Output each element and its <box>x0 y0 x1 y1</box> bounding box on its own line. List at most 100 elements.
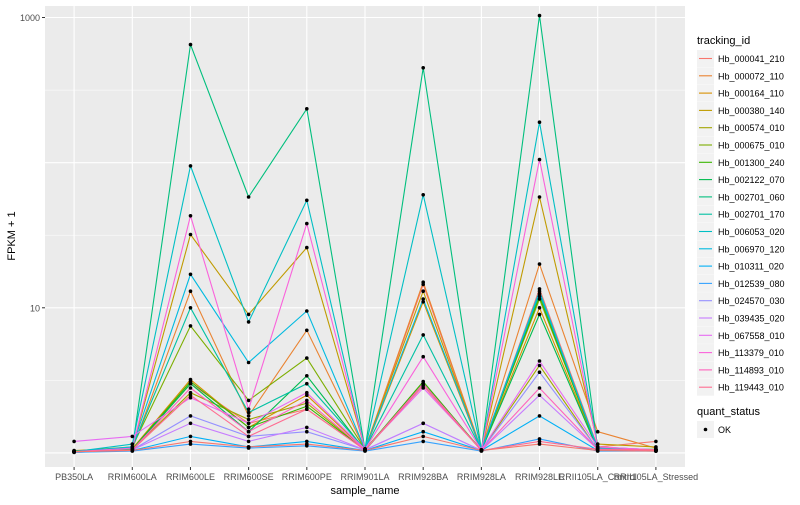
x-tick-label: RRIM600LE <box>166 472 215 482</box>
data-point <box>537 442 542 446</box>
data-point <box>305 245 309 250</box>
quant-legend-label: OK <box>718 425 731 435</box>
legend-label: Hb_119443_010 <box>718 383 784 393</box>
data-point <box>305 425 309 430</box>
y-tick-label: 10 <box>30 303 40 313</box>
legend-item: Hb_024570_030 <box>697 292 785 310</box>
quant-legend-item: OK <box>697 421 731 438</box>
legend-label: Hb_000380_140 <box>718 106 785 116</box>
legend-item: Hb_002701_060 <box>697 188 785 206</box>
quant-legend-title: quant_status <box>697 406 760 418</box>
legend-label: Hb_024570_030 <box>718 296 785 306</box>
data-point <box>246 439 251 444</box>
data-point <box>188 306 193 310</box>
data-point <box>188 214 193 218</box>
legend-item: Hb_006053_020 <box>697 223 785 240</box>
data-point <box>537 437 542 441</box>
data-point <box>537 370 542 375</box>
data-point <box>305 407 309 412</box>
data-point <box>188 442 193 446</box>
x-tick-label: RRII105LA_Stressed <box>614 472 699 482</box>
data-point <box>479 448 484 453</box>
data-point <box>421 429 426 434</box>
data-point <box>305 390 309 395</box>
x-tick-label: RRIM600PE <box>282 472 332 482</box>
data-point <box>537 262 542 266</box>
data-point <box>421 289 426 294</box>
legend-item: Hb_000574_010 <box>697 119 785 137</box>
data-point <box>246 320 251 324</box>
data-point <box>537 359 542 363</box>
legend-label: Hb_006970_120 <box>718 244 785 254</box>
legend-label: Hb_012539_080 <box>718 279 785 289</box>
data-point <box>305 328 309 333</box>
data-point <box>188 393 193 398</box>
data-point <box>246 312 251 317</box>
data-point <box>246 445 251 449</box>
data-point <box>130 448 135 453</box>
data-point <box>537 393 542 398</box>
data-point <box>188 421 193 426</box>
data-point <box>246 398 251 403</box>
legend-item: Hb_113379_010 <box>697 344 784 362</box>
data-point <box>188 390 193 395</box>
data-point <box>246 407 251 412</box>
legend-item: Hb_002701_170 <box>697 205 785 223</box>
data-point <box>188 395 193 400</box>
data-point <box>537 157 542 162</box>
data-point <box>537 386 542 390</box>
legend-label: Hb_006053_020 <box>718 227 785 237</box>
x-tick-label: RRIM600LA <box>108 472 157 482</box>
data-point <box>246 414 251 418</box>
quant-legend-items: OK <box>697 421 731 438</box>
data-point <box>246 421 251 426</box>
data-point <box>72 449 76 454</box>
legend-item: Hb_000675_010 <box>697 136 785 154</box>
data-point <box>305 393 309 398</box>
data-point <box>188 381 193 386</box>
data-point <box>305 107 309 111</box>
y-tick-label: 1000 <box>20 13 40 23</box>
data-point <box>305 398 309 403</box>
legend-label: Hb_000675_010 <box>718 141 785 151</box>
data-point <box>421 280 426 285</box>
x-tick-label: RRIM928BA <box>398 472 448 482</box>
legend-label: Hb_002701_060 <box>718 192 785 202</box>
data-point <box>595 429 600 434</box>
legend-label: Hb_114893_010 <box>718 365 784 375</box>
legend-item: Hb_000041_210 <box>697 50 785 67</box>
legend-item: Hb_010311_020 <box>697 257 784 275</box>
data-point <box>246 195 251 199</box>
legend-label: Hb_039435_020 <box>718 314 785 324</box>
legend-label: Hb_002701_170 <box>718 210 785 220</box>
legend-title: tracking_id <box>697 35 750 47</box>
data-point <box>537 363 542 368</box>
legend-label: Hb_067558_010 <box>718 331 785 341</box>
data-point <box>188 414 193 418</box>
x-tick-label: PB350LA <box>55 472 93 482</box>
x-axis: PB350LA RRIM600LA RRIM600LE RRIM600SE RRIM60… <box>55 467 698 482</box>
x-tick-label: RRII105LA_Control <box>559 472 637 482</box>
data-point <box>72 439 76 444</box>
data-point <box>188 386 193 390</box>
data-point <box>537 291 542 296</box>
data-point <box>188 272 193 277</box>
data-point <box>305 309 309 313</box>
x-axis-title: sample_name <box>330 485 399 497</box>
data-points <box>72 13 658 455</box>
legend-item: Hb_039435_020 <box>697 309 785 327</box>
data-point <box>363 448 367 453</box>
legend-label: Hb_000072_110 <box>718 71 784 81</box>
legend-item: Hb_006970_120 <box>697 240 785 258</box>
data-point <box>421 354 426 359</box>
data-point <box>305 381 309 386</box>
data-point <box>246 360 251 365</box>
data-point <box>421 384 426 388</box>
legend-label: Hb_002122_070 <box>718 175 785 185</box>
data-point <box>305 374 309 378</box>
legend-item: Hb_119443_010 <box>697 378 784 396</box>
data-point <box>246 429 251 434</box>
data-point <box>421 439 426 444</box>
legend: tracking_id Hb_000041_210 Hb_000072_110 Hb… <box>697 35 785 438</box>
data-point <box>421 193 426 197</box>
